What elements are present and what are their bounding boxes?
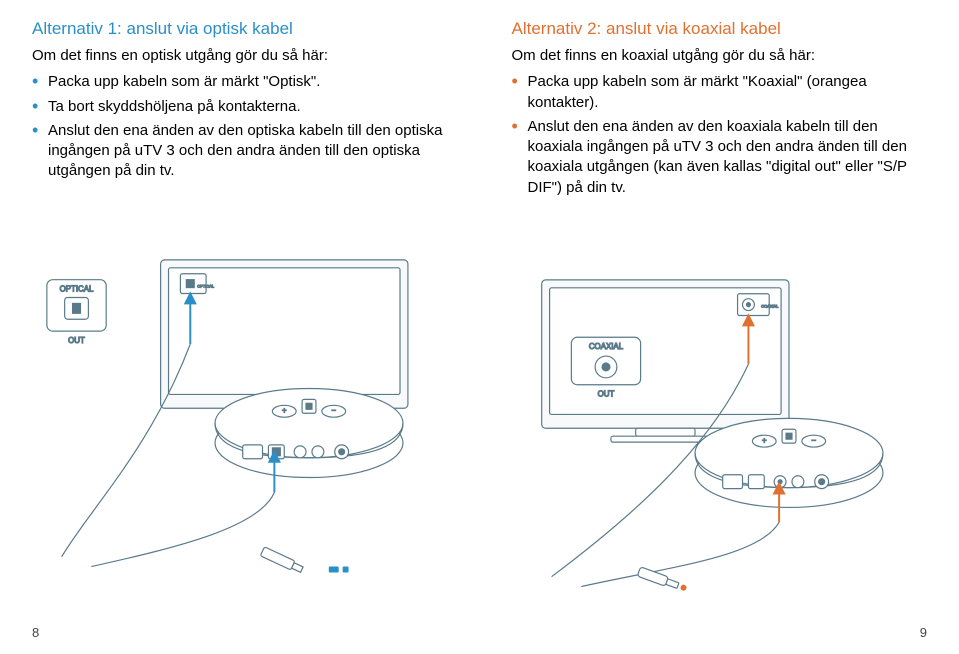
left-column: Alternativ 1: anslut via optisk kabel Om… — [0, 0, 480, 654]
list-item: Anslut den ena änden av den koaxiala kab… — [512, 117, 928, 198]
right-figure: COAXIAL COAXIAL OUT — [512, 270, 928, 611]
right-heading: Alternativ 2: anslut via koaxial kabel — [512, 18, 928, 40]
svg-text:OPTICAL: OPTICAL — [197, 284, 215, 289]
left-bullets: Packa upp kabeln som är märkt "Optisk". … — [32, 72, 448, 181]
coaxial-diagram: COAXIAL COAXIAL OUT — [512, 270, 928, 606]
svg-text:−: − — [331, 406, 336, 415]
left-heading: Alternativ 1: anslut via optisk kabel — [32, 18, 448, 40]
right-column: Alternativ 2: anslut via koaxial kabel O… — [480, 0, 959, 654]
left-intro: Om det finns en optisk utgång gör du så … — [32, 46, 448, 66]
svg-text:+: + — [282, 406, 287, 415]
svg-text:COAXIAL: COAXIAL — [761, 304, 779, 309]
right-intro: Om det finns en koaxial utgång gör du så… — [512, 46, 928, 66]
svg-text:+: + — [761, 436, 766, 445]
list-item: Anslut den ena änden av den optiska kabe… — [32, 121, 448, 182]
svg-text:OPTICAL: OPTICAL — [60, 285, 94, 294]
right-pagenum: 9 — [920, 625, 927, 640]
left-figure: OPTICAL OPTICAL OUT — [32, 250, 448, 591]
svg-text:−: − — [811, 436, 816, 445]
svg-text:OUT: OUT — [597, 390, 614, 399]
list-item: Packa upp kabeln som är märkt "Koaxial" … — [512, 72, 928, 113]
svg-text:COAXIAL: COAXIAL — [588, 342, 623, 351]
page: Alternativ 1: anslut via optisk kabel Om… — [0, 0, 959, 654]
left-pagenum: 8 — [32, 625, 39, 640]
list-item: Packa upp kabeln som är märkt "Optisk". — [32, 72, 448, 92]
optical-diagram: OPTICAL OPTICAL OUT — [32, 250, 448, 586]
right-bullets: Packa upp kabeln som är märkt "Koaxial" … — [512, 72, 928, 198]
list-item: Ta bort skyddshöljena på kontakterna. — [32, 97, 448, 117]
svg-text:OUT: OUT — [68, 336, 85, 345]
